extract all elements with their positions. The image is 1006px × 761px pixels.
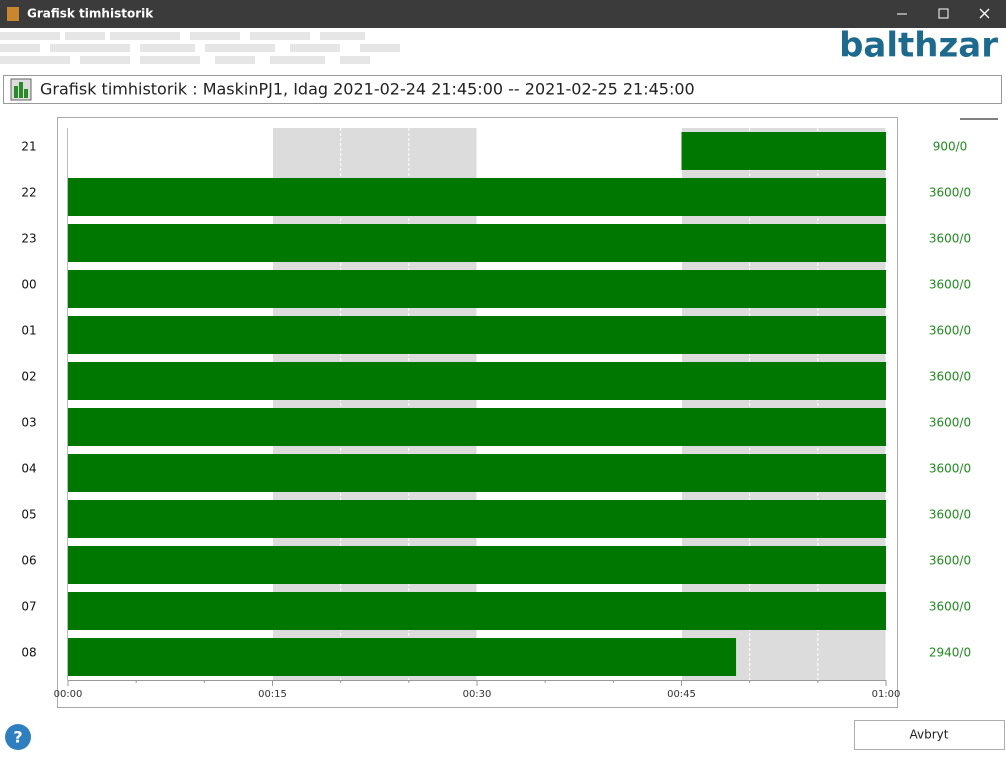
shade-band xyxy=(681,128,886,680)
value-label: 3600/0 xyxy=(929,600,971,614)
value-label: 3600/0 xyxy=(929,232,971,246)
value-label: 3600/0 xyxy=(929,324,971,338)
y-tick-label: 02 xyxy=(21,370,36,384)
header-icon xyxy=(10,78,32,101)
header-title: Grafisk timhistorik : MaskinPJ1, Idag 20… xyxy=(40,80,695,99)
cancel-label[interactable]: Avbryt xyxy=(910,728,949,742)
value-label: 3600/0 xyxy=(929,554,971,568)
value-label: 3600/0 xyxy=(929,462,971,476)
bar xyxy=(68,638,737,676)
value-label: 3600/0 xyxy=(929,370,971,384)
chart: 00:00 00:15 00:30 00:45 01:00 21 900/0 22 3600/0… xyxy=(21,128,971,700)
value-label: 3600/0 xyxy=(929,508,971,522)
y-tick-label: 22 xyxy=(21,186,36,200)
y-tick-label: 06 xyxy=(21,554,36,568)
x-tick-label: 00:45 xyxy=(667,689,696,700)
help-icon: ? xyxy=(5,724,31,750)
bar xyxy=(68,408,886,446)
y-tick-label: 07 xyxy=(21,600,36,614)
bar xyxy=(68,270,886,308)
value-label: 900/0 xyxy=(933,140,968,154)
bar xyxy=(68,316,886,354)
value-label: 3600/0 xyxy=(929,186,971,200)
bar xyxy=(68,224,886,262)
y-tick-label: 00 xyxy=(21,278,36,292)
bar xyxy=(68,592,886,630)
bar xyxy=(68,500,886,538)
y-tick-label: 04 xyxy=(21,462,36,476)
value-label: 3600/0 xyxy=(929,278,971,292)
x-tick-label: 00:00 xyxy=(54,689,83,700)
app-icon xyxy=(7,7,19,21)
window-title: Grafisk timhistorik xyxy=(27,7,154,21)
bar xyxy=(68,362,886,400)
y-tick-label: 05 xyxy=(21,508,36,522)
y-tick-label: 08 xyxy=(21,646,36,660)
banner-pattern xyxy=(0,32,400,64)
x-tick-label: 00:30 xyxy=(463,689,492,700)
value-label: 3600/0 xyxy=(929,416,971,430)
value-label: 2940/0 xyxy=(929,646,971,660)
y-tick-label: 03 xyxy=(21,416,36,430)
maximize[interactable] xyxy=(938,8,949,19)
close[interactable] xyxy=(979,8,990,19)
svg-text:?: ? xyxy=(13,728,22,747)
y-tick-label: 21 xyxy=(21,140,36,154)
shade-band xyxy=(272,128,477,680)
bar xyxy=(68,178,886,216)
bar xyxy=(68,454,886,492)
x-tick-label: 01:00 xyxy=(872,689,901,700)
bar xyxy=(68,546,886,584)
header-box xyxy=(3,75,1002,104)
logo: balthzar xyxy=(839,26,998,66)
y-tick-label: 23 xyxy=(21,232,36,246)
cancel-button[interactable] xyxy=(854,720,1005,750)
x-tick-label: 00:15 xyxy=(258,689,287,700)
bar xyxy=(681,132,886,170)
title-bar xyxy=(0,0,1006,28)
y-tick-label: 01 xyxy=(21,324,36,338)
